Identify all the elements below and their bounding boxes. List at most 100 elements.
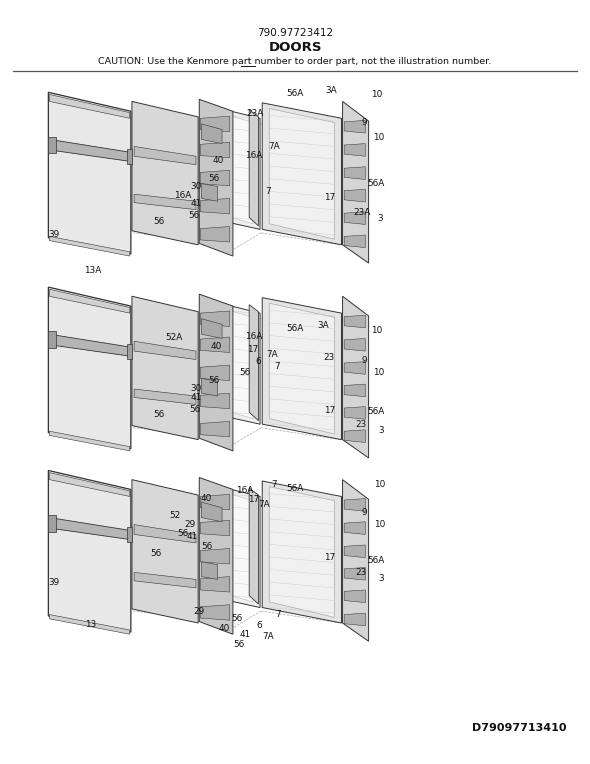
Polygon shape [201, 549, 230, 564]
Text: 40: 40 [201, 494, 212, 503]
Polygon shape [201, 502, 222, 522]
Text: 30: 30 [191, 182, 202, 191]
Polygon shape [50, 139, 129, 161]
Text: 56: 56 [189, 405, 201, 414]
Polygon shape [199, 294, 233, 451]
Polygon shape [262, 103, 342, 244]
Polygon shape [344, 338, 365, 351]
Polygon shape [201, 311, 230, 326]
Polygon shape [201, 319, 222, 338]
Text: 56: 56 [208, 376, 219, 385]
Polygon shape [50, 290, 130, 313]
Polygon shape [50, 334, 129, 356]
Text: 41: 41 [239, 630, 251, 639]
Text: DOORS: DOORS [268, 40, 322, 54]
Text: 7: 7 [276, 610, 281, 619]
Polygon shape [201, 337, 230, 352]
Text: 10: 10 [373, 133, 385, 142]
Text: 10: 10 [373, 520, 385, 529]
Text: 52A: 52A [165, 333, 182, 342]
Polygon shape [134, 147, 196, 165]
Text: 41: 41 [186, 532, 198, 541]
Text: 16A: 16A [245, 151, 263, 160]
Text: 9: 9 [361, 356, 367, 365]
Polygon shape [50, 95, 130, 118]
Polygon shape [209, 110, 253, 224]
Polygon shape [50, 473, 130, 497]
Polygon shape [343, 480, 369, 641]
Polygon shape [126, 527, 132, 542]
Polygon shape [201, 378, 218, 396]
Text: 56A: 56A [368, 556, 385, 565]
Text: 56A: 56A [368, 406, 385, 416]
Text: 3: 3 [378, 574, 384, 583]
Polygon shape [126, 344, 132, 359]
Text: 7A: 7A [258, 500, 270, 509]
Polygon shape [201, 562, 218, 579]
Text: D79097713410: D79097713410 [472, 723, 566, 733]
Text: 17: 17 [248, 495, 260, 504]
Text: 56: 56 [153, 217, 165, 226]
Polygon shape [344, 361, 365, 374]
Polygon shape [202, 299, 260, 424]
Polygon shape [201, 170, 230, 186]
Polygon shape [202, 104, 260, 229]
Text: 7: 7 [274, 362, 280, 371]
Text: 10: 10 [373, 368, 385, 377]
Text: 7A: 7A [263, 632, 274, 641]
Text: 29: 29 [184, 520, 196, 529]
Text: 56: 56 [201, 542, 212, 551]
Text: 56: 56 [208, 173, 219, 183]
Text: 3: 3 [378, 426, 384, 435]
Text: 52: 52 [169, 511, 181, 520]
Text: CAUTION: Use the Kenmore part number to order part, not the illustration number.: CAUTION: Use the Kenmore part number to … [99, 57, 491, 66]
Text: 7: 7 [265, 186, 271, 196]
Text: 6: 6 [255, 357, 261, 366]
Polygon shape [344, 316, 365, 328]
Text: 790.97723412: 790.97723412 [257, 28, 333, 38]
Text: 56A: 56A [286, 484, 304, 494]
Text: 3A: 3A [326, 86, 337, 95]
Polygon shape [209, 305, 253, 419]
Text: 56A: 56A [368, 179, 385, 188]
Polygon shape [126, 149, 132, 164]
Polygon shape [344, 613, 365, 626]
Text: 39: 39 [48, 578, 60, 587]
Text: 23A: 23A [353, 208, 371, 217]
Text: 56: 56 [177, 529, 189, 538]
Polygon shape [201, 116, 230, 131]
Polygon shape [344, 235, 365, 248]
Text: 10: 10 [371, 325, 382, 335]
Text: 9: 9 [362, 118, 368, 127]
Polygon shape [269, 487, 335, 617]
Polygon shape [48, 515, 56, 532]
Polygon shape [134, 389, 196, 404]
Text: 10: 10 [373, 480, 385, 489]
Text: 23: 23 [355, 568, 367, 577]
Polygon shape [201, 142, 230, 157]
Text: 56: 56 [150, 549, 162, 558]
Polygon shape [344, 167, 365, 180]
Text: 41: 41 [191, 199, 202, 209]
Polygon shape [344, 189, 365, 202]
Polygon shape [48, 137, 56, 154]
Polygon shape [201, 494, 230, 510]
Polygon shape [201, 183, 218, 201]
Polygon shape [201, 365, 230, 380]
Text: 40: 40 [218, 623, 230, 633]
Polygon shape [134, 342, 196, 360]
Polygon shape [199, 478, 233, 634]
Polygon shape [344, 545, 365, 558]
Text: 56: 56 [239, 367, 251, 377]
Polygon shape [48, 92, 131, 254]
Text: 40: 40 [212, 156, 224, 165]
Polygon shape [134, 572, 196, 588]
Polygon shape [201, 577, 230, 592]
Polygon shape [201, 520, 230, 536]
Text: 56A: 56A [286, 89, 304, 98]
Polygon shape [344, 212, 365, 225]
Text: 16A: 16A [174, 191, 192, 200]
Polygon shape [132, 480, 198, 623]
Text: 56A: 56A [286, 324, 304, 333]
Text: 6: 6 [257, 621, 263, 630]
